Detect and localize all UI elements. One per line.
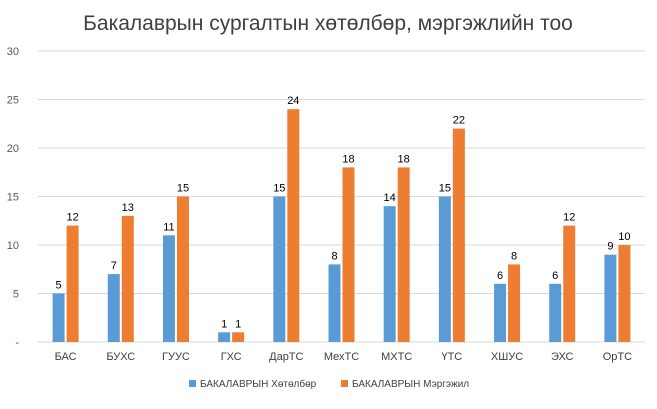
x-tick-label: ГХС: [221, 351, 242, 363]
legend-swatch: [341, 380, 348, 387]
data-label: 7: [111, 260, 117, 272]
bar-1: [273, 196, 286, 342]
bar-2: [618, 245, 631, 342]
data-label: 15: [177, 183, 189, 195]
y-tick-label: 5: [13, 289, 19, 301]
data-label: 14: [384, 192, 396, 204]
data-label: 11: [163, 221, 174, 233]
x-axis-ticks: БАС БУХС ГУУС ГХС ДарТС МехТС МХТС ҮТС ХШУС ЭХС Ор…: [55, 351, 633, 363]
gridlines: [38, 50, 645, 343]
data-label: 18: [398, 153, 410, 165]
data-label: 9: [607, 241, 613, 253]
bar-2: [287, 109, 300, 342]
chart-title: Бакалаврын сургалтын хөтөлбөр, мэргэжлий…: [83, 12, 573, 35]
y-tick-label: 15: [7, 192, 19, 204]
x-tick-label: МХТС: [381, 351, 412, 363]
bar-2: [342, 167, 355, 342]
bar-2: [397, 167, 410, 342]
bar-1: [162, 235, 175, 342]
x-tick-label: ЭХС: [551, 351, 574, 363]
data-label: 15: [439, 183, 451, 195]
x-tick-label: БУХС: [106, 351, 135, 363]
bar-1: [107, 274, 120, 342]
legend-swatch: [189, 380, 196, 387]
y-tick-label: 30: [7, 46, 19, 58]
data-label: 12: [563, 212, 575, 224]
data-label: 13: [122, 202, 134, 214]
x-tick-label: ҮТС: [441, 351, 462, 363]
bar-1: [383, 206, 396, 342]
bar-1: [218, 332, 231, 342]
bar-1: [494, 283, 507, 342]
legend-label: БАКАЛАВРЫН Мэргэжил: [352, 379, 469, 390]
data-label: 6: [497, 270, 503, 282]
x-tick-label: ОрТС: [603, 351, 632, 363]
data-label: 12: [66, 212, 78, 224]
bars: [52, 109, 631, 342]
data-label: 6: [552, 270, 558, 282]
bar-1: [604, 254, 617, 342]
bar-2: [232, 332, 245, 342]
data-label: 1: [235, 318, 241, 330]
data-label: 10: [618, 231, 630, 243]
bar-2: [176, 196, 189, 342]
x-tick-label: БАС: [55, 351, 77, 363]
bar-1: [549, 283, 562, 342]
data-label: 1: [221, 318, 227, 330]
y-tick-label: 10: [7, 240, 19, 252]
data-label: 5: [56, 280, 62, 292]
bar-2: [66, 225, 79, 342]
bar-2: [452, 128, 465, 342]
y-axis-ticks: - 5 10 15 20 25 30: [7, 46, 20, 349]
x-tick-label: ДарТС: [269, 351, 303, 363]
bar-2: [121, 215, 134, 342]
bar-2: [508, 264, 521, 342]
bar-1: [438, 196, 451, 342]
bar-1: [52, 293, 65, 342]
data-label: 24: [287, 95, 299, 107]
data-label: 8: [331, 250, 337, 262]
data-label: 18: [342, 153, 354, 165]
bar-2: [563, 225, 576, 342]
y-tick-label: -: [15, 337, 19, 349]
data-label: 8: [511, 250, 517, 262]
bar-1: [328, 264, 341, 342]
x-tick-label: ГУУС: [162, 351, 190, 363]
x-tick-label: ХШУС: [491, 351, 523, 363]
data-label: 22: [453, 115, 465, 127]
legend-label: БАКАЛАВРЫН Хөтөлбөр: [200, 378, 317, 390]
y-tick-label: 25: [7, 95, 19, 107]
x-tick-label: МехТС: [324, 351, 359, 363]
y-tick-label: 20: [7, 143, 19, 155]
data-label: 15: [273, 183, 285, 195]
legend: БАКАЛАВРЫН Хөтөлбөр БАКАЛАВРЫН Мэргэжил: [189, 378, 469, 390]
